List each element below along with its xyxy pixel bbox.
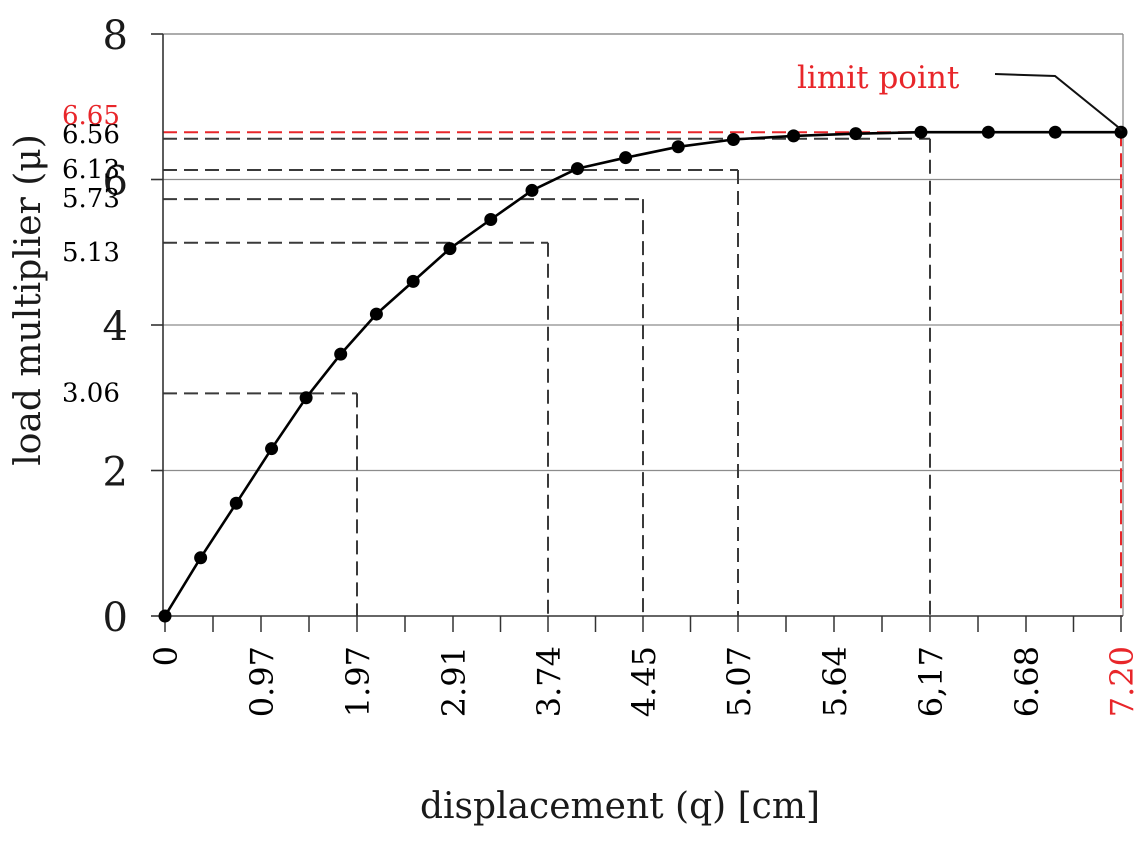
annotations: limit point: [797, 60, 1123, 131]
y-minor-tick-label: 5.73: [62, 184, 120, 214]
x-tick-label: 1.97: [339, 646, 377, 717]
data-series: [158, 125, 1128, 623]
y-tick-label: 8: [103, 13, 128, 59]
x-tick-label: 6,17: [912, 646, 950, 717]
limit-point-label: limit point: [797, 60, 960, 96]
x-tick-label: 3.74: [530, 646, 568, 717]
y-minor-tick-label: 6.65: [62, 101, 120, 131]
x-tick-label: 0: [147, 646, 185, 666]
y-minor-tick-label: 3.06: [62, 378, 120, 408]
data-point: [484, 213, 498, 227]
data-point: [981, 125, 995, 139]
data-point: [914, 125, 928, 139]
x-axis-title: displacement (q) [cm]: [420, 786, 820, 827]
x-tick-label: 5.07: [720, 646, 758, 717]
data-point: [334, 347, 348, 361]
y-axis-title: load multiplier (μ): [8, 134, 49, 465]
data-point: [369, 307, 383, 321]
data-point: [1114, 125, 1128, 139]
y-tick-label: 6: [103, 159, 128, 205]
limit-point-leader: [994, 73, 1123, 131]
data-point: [619, 151, 633, 165]
data-point: [158, 609, 172, 623]
axes: [151, 33, 1124, 632]
x-tick-label: 5.64: [816, 646, 854, 717]
data-point: [726, 132, 740, 146]
y-minor-tick-label: 6.13: [62, 155, 120, 185]
y-minor-tick-label: 5.13: [62, 238, 120, 268]
data-point: [525, 183, 539, 197]
x-tick-label: 0.97: [243, 646, 281, 717]
data-point: [229, 496, 243, 510]
data-point: [265, 442, 279, 456]
y-minor-tick-label: 6.56: [62, 120, 120, 150]
y-tick-label: 4: [103, 304, 128, 350]
x-tick-label: 6.68: [1008, 646, 1046, 717]
axis-tick-labels: 0 2 4 6 8 3.06 5.13 5.736.13 6.566.65 0 0.97 1.97 2.…: [8, 13, 1141, 827]
reference-lines: [163, 131, 1122, 616]
y-tick-label: 2: [103, 450, 128, 496]
data-point: [194, 551, 208, 565]
data-point: [406, 274, 420, 288]
data-point: [787, 129, 801, 143]
data-point: [443, 242, 457, 256]
data-point: [570, 162, 584, 176]
x-tick-label: 2.91: [435, 646, 473, 717]
data-point: [1048, 125, 1062, 139]
x-tick-label: 7.20: [1103, 646, 1141, 717]
data-point: [671, 140, 685, 154]
x-tick-label: 4.45: [625, 646, 663, 717]
y-tick-label: 0: [103, 595, 128, 641]
data-point: [299, 391, 313, 405]
data-point: [849, 127, 863, 141]
